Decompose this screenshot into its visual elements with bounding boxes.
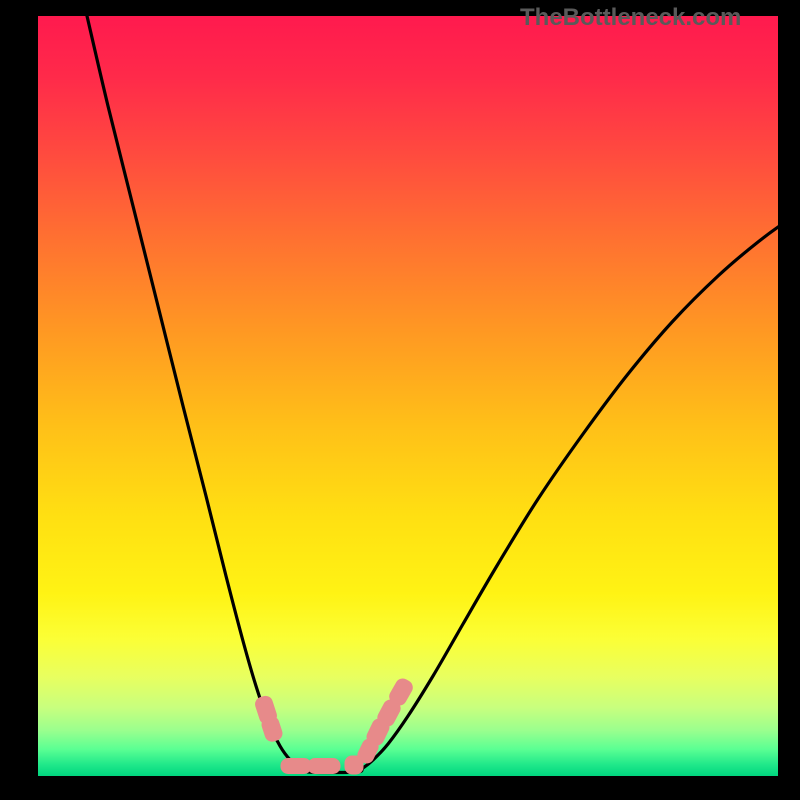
watermark-text: TheBottleneck.com	[520, 4, 741, 32]
figure-container: TheBottleneck.com	[0, 0, 800, 800]
marker-2	[281, 759, 311, 774]
gradient-background	[38, 16, 778, 776]
marker-3	[308, 759, 340, 774]
plot-svg	[38, 16, 778, 776]
plot-area	[38, 16, 778, 776]
